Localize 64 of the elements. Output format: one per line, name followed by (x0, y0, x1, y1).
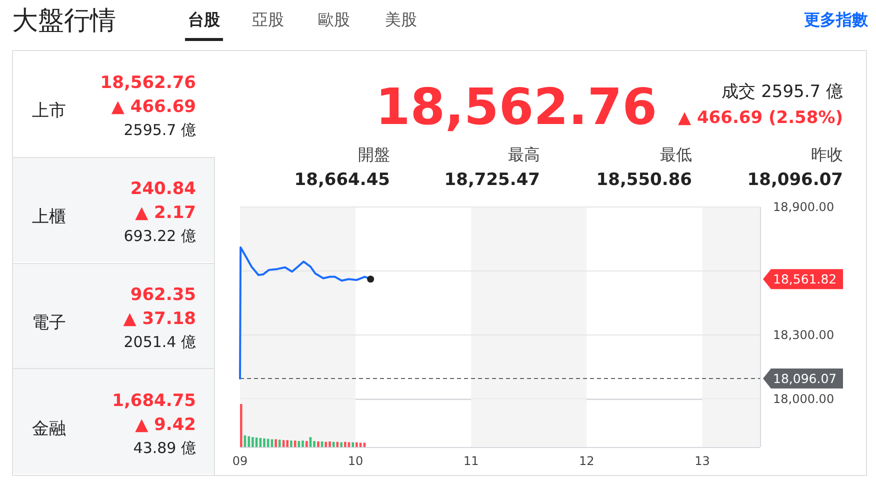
text: 最高 (508, 145, 540, 164)
text: 台股 (188, 10, 221, 29)
text: 上櫃 (32, 207, 66, 227)
bar (248, 436, 250, 447)
text: 開盤 (358, 145, 390, 164)
bar (340, 442, 342, 447)
y-tick-label: 18,900.00 (773, 200, 834, 214)
text: ▲ 9.42 (135, 415, 196, 435)
text: 18,562.76 (375, 78, 657, 136)
text: 亞股 (252, 10, 284, 29)
bar (324, 442, 327, 447)
x-tick-label: 10 (348, 454, 364, 468)
x-tick-label: 13 (694, 454, 710, 468)
text: 大盤行情 (12, 6, 116, 36)
bar (274, 439, 277, 447)
text: ▲ 2.17 (135, 203, 196, 223)
text: 693.22 億 (124, 227, 196, 245)
bar (286, 440, 289, 447)
bar (278, 440, 281, 447)
bar (363, 442, 366, 447)
bar (302, 440, 304, 447)
text: 18,096.07 (747, 170, 843, 190)
text: 18,664.45 (294, 170, 390, 190)
y-tick-label: 18,300.00 (773, 328, 834, 342)
bar (356, 442, 358, 447)
text: 2051.4 億 (124, 333, 196, 351)
bar (263, 438, 266, 447)
text: 18,725.47 (444, 170, 540, 190)
text: 美股 (385, 10, 417, 29)
bar (313, 440, 316, 447)
bar (328, 441, 331, 447)
text: ▲ 466.69 (111, 97, 196, 117)
text: 金融 (32, 419, 66, 439)
text: 昨收 (811, 145, 843, 164)
bar (317, 441, 320, 447)
ref-line-label: 18,096.07 (773, 370, 837, 386)
text: 43.89 億 (133, 439, 196, 457)
text: ▲ 466.69 (2.58%) (678, 108, 843, 128)
text: 成交 2595.7 億 (722, 82, 843, 102)
x-tick-label: 11 (463, 454, 479, 468)
text: 更多指數 (804, 10, 869, 29)
bar (290, 440, 292, 447)
text: 18,550.86 (596, 170, 692, 190)
y-tick-label: 18,000.00 (773, 392, 834, 406)
bar (352, 442, 354, 447)
bar (344, 442, 346, 447)
text: 上市 (32, 101, 66, 121)
x-tick-label: 12 (579, 454, 594, 468)
bar (252, 437, 254, 447)
x-tick-label: 09 (232, 454, 248, 468)
annotation: 18,561.82 (773, 272, 837, 287)
text: 240.84 (130, 179, 196, 199)
bar (359, 442, 362, 447)
bar (294, 440, 296, 447)
text: 962.35 (130, 285, 196, 305)
text: 歐股 (318, 10, 350, 29)
text: 2595.7 億 (124, 121, 196, 139)
text: 1,684.75 (112, 391, 196, 411)
text: 最低 (660, 145, 692, 164)
bar (306, 440, 308, 447)
text: 18,562.76 (100, 73, 196, 93)
bar (240, 404, 242, 447)
text: ▲ 37.18 (123, 309, 196, 329)
text: 電子 (32, 313, 66, 333)
